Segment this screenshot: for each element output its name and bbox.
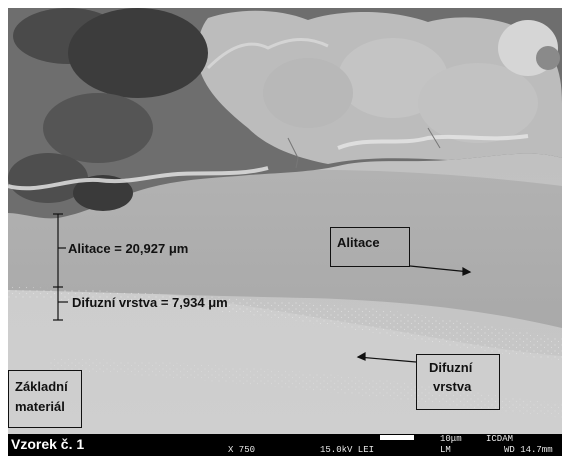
sample-label: Vzorek č. 1 — [11, 436, 85, 452]
difuzni-callout: Difuzní vrstva — [416, 354, 500, 410]
zakladni-callout-line2: materiál — [15, 399, 65, 414]
magnification-readout: X 750 — [228, 445, 256, 455]
difuzni-thickness-label: Difuzní vrstva = 7,934 μm — [72, 295, 228, 310]
difuzni-callout-line1: Difuzní — [429, 360, 473, 375]
alitace-thickness-label: Alitace = 20,927 μm — [68, 241, 189, 256]
voltage-readout: 15.0kV LEI — [320, 445, 375, 455]
scale-readout: 10μm — [440, 434, 462, 444]
lab-readout: ICDAM — [486, 434, 514, 444]
zakladni-callout: Základní materiál — [8, 370, 82, 428]
alitace-callout: Alitace — [330, 227, 410, 267]
difuzni-callout-line2: vrstva — [433, 379, 472, 394]
sem-micrograph — [8, 8, 562, 434]
mode-readout: LM — [440, 445, 451, 455]
wd-readout: WD 14.7mm — [504, 445, 553, 455]
alitace-callout-text: Alitace — [337, 235, 380, 250]
zakladni-callout-line1: Základní — [15, 379, 68, 394]
sem-info-bar: Vzorek č. 1 X 750 15.0kV LEI 10μm LM ICD… — [8, 434, 562, 456]
scale-bar — [380, 435, 414, 440]
